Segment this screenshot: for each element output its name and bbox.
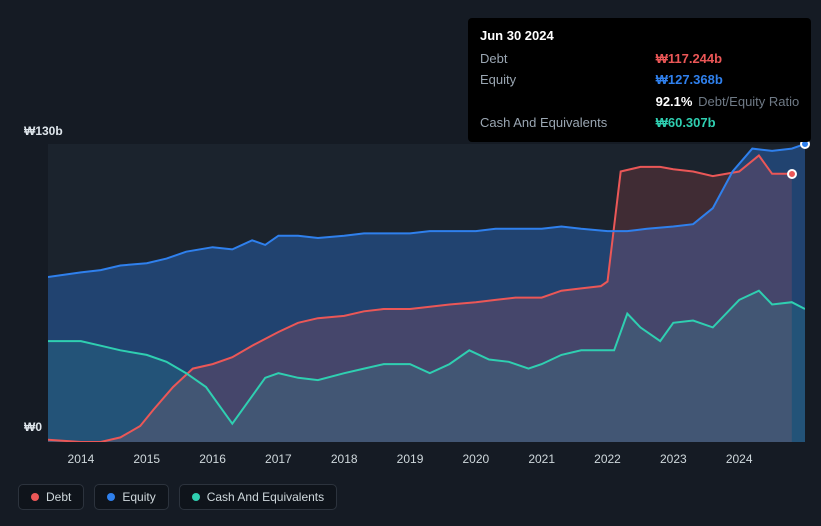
tooltip-row-suffix: Debt/Equity Ratio <box>698 94 799 109</box>
tooltip-row: Cash And Equivalents₩60.307b <box>480 112 799 134</box>
x-tick-label: 2020 <box>463 452 490 466</box>
tooltip-row: Equity₩127.368b <box>480 69 799 91</box>
tooltip-row-value-text: ₩127.368b <box>656 72 723 87</box>
x-tick-label: 2016 <box>199 452 226 466</box>
x-tick-label: 2015 <box>133 452 160 466</box>
legend-item[interactable]: Debt <box>18 484 84 510</box>
tooltip-row-label <box>480 91 656 113</box>
legend-item[interactable]: Equity <box>94 484 168 510</box>
x-tick-label: 2021 <box>528 452 555 466</box>
legend-dot-icon <box>192 493 200 501</box>
legend-item-label: Cash And Equivalents <box>207 490 324 504</box>
legend-dot-icon <box>107 493 115 501</box>
x-tick-label: 2018 <box>331 452 358 466</box>
tooltip-row-value: ₩60.307b <box>656 112 800 134</box>
chart-tooltip: Jun 30 2024Debt₩117.244bEquity₩127.368b9… <box>468 18 811 142</box>
x-tick-label: 2023 <box>660 452 687 466</box>
tooltip-row-value-text: ₩60.307b <box>656 115 716 130</box>
y-axis-label: ₩130b <box>24 124 63 138</box>
chart-legend: Debt Equity Cash And Equivalents <box>18 484 337 510</box>
x-tick-label: 2019 <box>397 452 424 466</box>
tooltip-date: Jun 30 2024 <box>480 26 799 46</box>
tooltip-row-label: Equity <box>480 69 656 91</box>
x-tick-label: 2024 <box>726 452 753 466</box>
tooltip-row-value: ₩127.368b <box>656 69 800 91</box>
legend-item-label: Equity <box>122 490 155 504</box>
tooltip-row-value-text: ₩117.244b <box>656 51 723 66</box>
tooltip-row-value-text: 92.1% <box>656 94 693 109</box>
legend-item[interactable]: Cash And Equivalents <box>179 484 337 510</box>
tooltip-row-value: ₩117.244b <box>656 48 800 70</box>
tooltip-row: Debt₩117.244b <box>480 48 799 70</box>
series-end-marker-debt <box>787 169 797 179</box>
x-tick-label: 2017 <box>265 452 292 466</box>
tooltip-row-label: Debt <box>480 48 656 70</box>
tooltip-row-value: 92.1% Debt/Equity Ratio <box>656 91 800 113</box>
x-tick-label: 2014 <box>68 452 95 466</box>
tooltip-row-label: Cash And Equivalents <box>480 112 656 134</box>
tooltip-table: Debt₩117.244bEquity₩127.368b92.1% Debt/E… <box>480 48 799 134</box>
tooltip-row: 92.1% Debt/Equity Ratio <box>480 91 799 113</box>
legend-dot-icon <box>31 493 39 501</box>
y-axis-label: ₩0 <box>24 420 42 434</box>
x-tick-label: 2022 <box>594 452 621 466</box>
legend-item-label: Debt <box>46 490 71 504</box>
